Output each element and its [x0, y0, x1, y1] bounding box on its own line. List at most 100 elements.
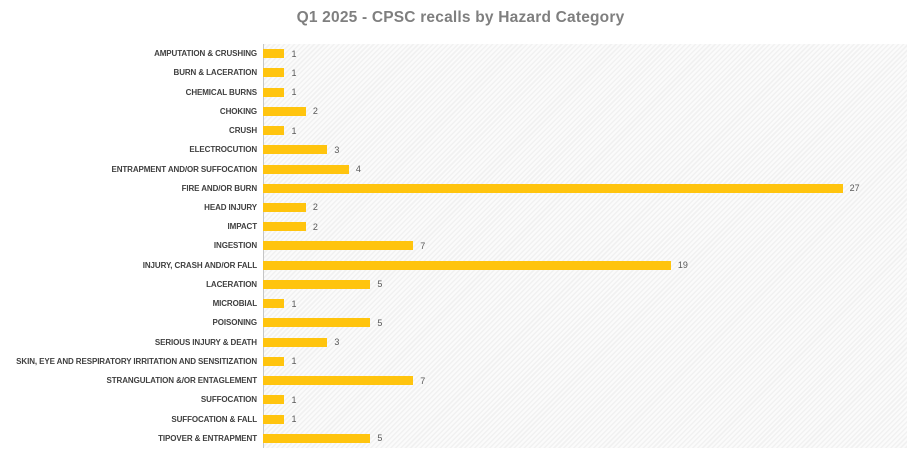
- value-label: 7: [420, 240, 426, 251]
- bar-track: 5: [263, 313, 907, 332]
- bar-track: 2: [263, 217, 907, 236]
- value-label: 3: [334, 144, 340, 155]
- value-label: 7: [420, 375, 426, 386]
- bar-rows: AMPUTATION & CRUSHING 1 BURN & LACERATION 1…: [0, 44, 907, 448]
- chart-row: SERIOUS INJURY & DEATH 3: [0, 333, 907, 352]
- bar-track: 1: [263, 409, 907, 428]
- chart-row: INGESTION 7: [0, 236, 907, 255]
- chart-row: AMPUTATION & CRUSHING 1: [0, 44, 907, 63]
- bar-track: 7: [263, 371, 907, 390]
- category-label: FIRE AND/OR BURN: [181, 183, 258, 193]
- value-label: 1: [291, 67, 297, 78]
- chart-title: Q1 2025 - CPSC recalls by Hazard Categor…: [296, 9, 625, 26]
- chart-row: SKIN, EYE AND RESPIRATORY IRRITATION AND…: [0, 352, 907, 371]
- value-label: 5: [377, 279, 383, 290]
- category-label: LACERATION: [206, 279, 257, 289]
- category-label: HEAD INJURY: [204, 202, 257, 212]
- bar[interactable]: [263, 145, 328, 155]
- bar[interactable]: [263, 414, 285, 424]
- chart-row: ENTRAPMENT AND/OR SUFFOCATION 4: [0, 159, 907, 178]
- bar-track: 2: [263, 102, 907, 121]
- bar-track: 1: [263, 121, 907, 140]
- chart-row: ELECTROCUTION 3: [0, 140, 907, 159]
- category-label: IMPACT: [227, 222, 258, 232]
- value-label: 1: [291, 125, 297, 136]
- value-label: 1: [291, 298, 297, 309]
- category-label: BURN & LACERATION: [173, 68, 258, 78]
- value-label: 5: [377, 317, 383, 328]
- bar[interactable]: [263, 279, 371, 289]
- bar-track: 1: [263, 352, 907, 371]
- value-label: 1: [291, 48, 297, 59]
- chart-row: SUFFOCATION 1: [0, 390, 907, 409]
- bar-track: 3: [263, 140, 907, 159]
- bar-track: 2: [263, 198, 907, 217]
- category-label: CRUSH: [229, 126, 257, 136]
- bar[interactable]: [263, 68, 285, 78]
- bar-track: 27: [263, 179, 907, 198]
- chart-row: TIPOVER & ENTRAPMENT 5: [0, 429, 907, 448]
- bar[interactable]: [263, 202, 306, 212]
- bar[interactable]: [263, 299, 285, 309]
- chart-row: HEAD INJURY 2: [0, 198, 907, 217]
- value-label: 3: [334, 337, 340, 348]
- bar[interactable]: [263, 241, 414, 251]
- value-label: 2: [312, 202, 318, 213]
- value-label: 5: [377, 433, 383, 444]
- bar-track: 5: [263, 429, 907, 448]
- category-label: SUFFOCATION: [200, 395, 257, 405]
- chart-row: STRANGULATION &/OR ENTAGLEMENT 7: [0, 371, 907, 390]
- category-label: INGESTION: [213, 241, 257, 251]
- bar-track: 1: [263, 390, 907, 409]
- value-label: 27: [849, 183, 860, 194]
- bar-track: 1: [263, 294, 907, 313]
- value-label: 2: [312, 106, 318, 117]
- bar[interactable]: [263, 183, 843, 193]
- chart-row: IMPACT 2: [0, 217, 907, 236]
- value-label: 1: [291, 356, 297, 367]
- bar[interactable]: [263, 222, 306, 232]
- bar[interactable]: [263, 260, 671, 270]
- bar-track: 7: [263, 236, 907, 255]
- bar[interactable]: [263, 433, 371, 443]
- category-label: INJURY, CRASH AND/OR FALL: [142, 260, 257, 270]
- category-label: TIPOVER & ENTRAPMENT: [158, 433, 257, 443]
- value-label: 1: [291, 394, 297, 405]
- chart-row: POISONING 5: [0, 313, 907, 332]
- bar-track: 5: [263, 275, 907, 294]
- bar[interactable]: [263, 318, 371, 328]
- category-label: SKIN, EYE AND RESPIRATORY IRRITATION AND…: [16, 356, 257, 366]
- value-label: 19: [677, 260, 688, 271]
- bar[interactable]: [263, 106, 306, 116]
- chart-row: MICROBIAL 1: [0, 294, 907, 313]
- bar-track: 1: [263, 44, 907, 63]
- bar[interactable]: [263, 49, 285, 59]
- bar-track: 3: [263, 333, 907, 352]
- category-label: POISONING: [212, 318, 258, 328]
- bar[interactable]: [263, 87, 285, 97]
- category-label: CHOKING: [219, 106, 257, 116]
- chart-row: LACERATION 5: [0, 275, 907, 294]
- bar[interactable]: [263, 164, 349, 174]
- bar[interactable]: [263, 395, 285, 405]
- chart-row: CRUSH 1: [0, 121, 907, 140]
- chart-row: CHEMICAL BURNS 1: [0, 82, 907, 101]
- bar[interactable]: [263, 337, 328, 347]
- chart-row: CHOKING 2: [0, 102, 907, 121]
- chart-row: FIRE AND/OR BURN 27: [0, 179, 907, 198]
- value-label: 1: [291, 414, 297, 425]
- bar-track: 19: [263, 256, 907, 275]
- bar-track: 1: [263, 63, 907, 82]
- category-label: SERIOUS INJURY & DEATH: [154, 337, 257, 347]
- category-label: ENTRAPMENT AND/OR SUFFOCATION: [111, 164, 257, 174]
- bar[interactable]: [263, 356, 285, 366]
- bar[interactable]: [263, 376, 414, 386]
- bar-track: 4: [263, 159, 907, 178]
- category-label: MICROBIAL: [212, 299, 258, 309]
- bar[interactable]: [263, 126, 285, 136]
- chart-row: INJURY, CRASH AND/OR FALL 19: [0, 256, 907, 275]
- value-label: 1: [291, 87, 297, 98]
- category-label: ELECTROCUTION: [189, 145, 257, 155]
- bar-track: 1: [263, 82, 907, 101]
